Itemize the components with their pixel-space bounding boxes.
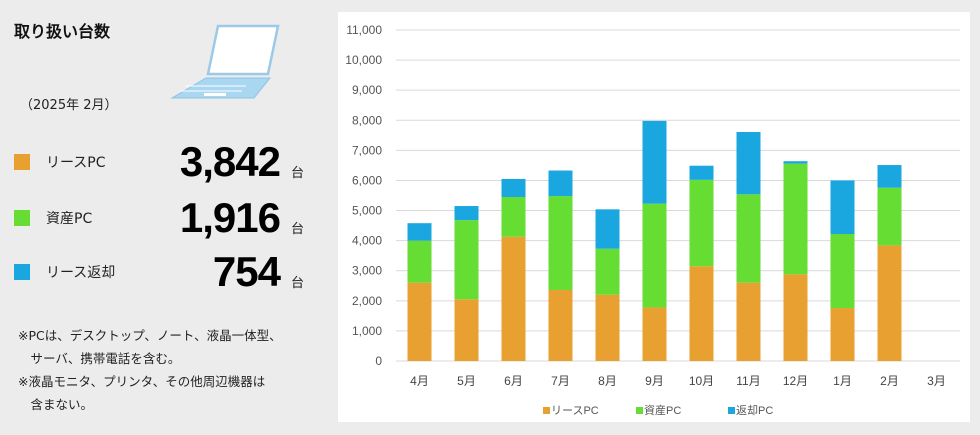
stat-lease-pc: リースPC 3,842 台 [14, 138, 314, 188]
bar-segment [830, 234, 855, 309]
asset-pc-swatch [14, 210, 30, 226]
bar-segment [877, 245, 902, 361]
bar-segment [689, 165, 714, 180]
legend-label: リースPC [551, 405, 599, 417]
bar-segment [877, 187, 902, 246]
y-tick-label: 2,000 [352, 294, 382, 308]
bar-segment [783, 163, 808, 275]
bar-segment [595, 294, 620, 361]
y-tick-label: 10,000 [345, 53, 382, 67]
y-tick-label: 7,000 [352, 143, 382, 157]
chart-area: 0 1,000 2,000 3,000 4,000 5,000 6,000 7,000 8,00… [338, 12, 970, 422]
bar-segment [548, 196, 573, 290]
bar-segment [548, 170, 573, 197]
x-tick-label: 5月 [457, 374, 476, 388]
x-tick-label: 12月 [783, 374, 808, 388]
bar-segment [407, 240, 432, 283]
bar-segment [407, 282, 432, 361]
y-tick-label: 0 [375, 354, 382, 368]
summary-panel: 取り扱い台数 （2025年 2月） リースPC 3,842 台 資産PC 1,9… [0, 0, 330, 435]
bar-segment [783, 274, 808, 361]
y-tick-label: 8,000 [352, 113, 382, 127]
bar-segment [642, 120, 667, 204]
y-tick-label: 6,000 [352, 173, 382, 187]
x-tick-label: 11月 [736, 374, 760, 388]
y-tick-label: 11,000 [346, 23, 382, 37]
x-tick-label: 6月 [504, 374, 523, 388]
bar-segment [407, 223, 432, 241]
bar-segment [830, 308, 855, 361]
laptop-icon [170, 24, 280, 99]
lease-return-swatch [14, 264, 30, 280]
bar-segment [689, 266, 714, 361]
note-line: 含まない。 [18, 397, 94, 412]
x-tick-label: 2月 [880, 374, 899, 388]
y-tick-label: 1,000 [352, 324, 382, 338]
bar-segment [454, 206, 479, 221]
stat-value: 754 [212, 248, 281, 295]
period-label: （2025年 2月） [20, 98, 118, 113]
note-line: ※PCは、デスクトップ、ノート、液晶一体型、 [18, 328, 282, 343]
stat-label: リースPC [46, 155, 106, 171]
bar-segment [783, 161, 808, 164]
lease-pc-swatch [14, 154, 30, 170]
y-tick-label: 4,000 [352, 234, 382, 248]
bar-segment [830, 180, 855, 235]
bar-segment [501, 236, 526, 361]
stat-unit: 台 [290, 222, 304, 237]
stat-asset-pc: 資産PC 1,916 台 [14, 194, 314, 244]
bar-segment [642, 307, 667, 361]
note-line: ※液晶モニタ、プリンタ、その他周辺機器は [18, 374, 266, 389]
x-tick-label: 10月 [689, 374, 714, 388]
stat-value: 3,842 [179, 138, 281, 185]
bar-segment [501, 197, 526, 237]
bar-segment [454, 299, 479, 361]
legend-swatch [728, 407, 735, 414]
x-tick-label: 4月 [410, 374, 429, 388]
x-tick-label: 8月 [598, 374, 617, 388]
stacked-bar-chart: 0 1,000 2,000 3,000 4,000 5,000 6,000 7,000 8,00… [345, 23, 960, 417]
stat-label: リース返却 [46, 265, 116, 281]
stat-unit: 台 [290, 276, 304, 291]
stat-unit: 台 [290, 166, 304, 181]
bar-segment [595, 248, 620, 295]
bar-segment [454, 220, 479, 300]
bar-segment [736, 282, 761, 361]
stat-value: 1,916 [179, 194, 281, 241]
legend-label: 資産PC [644, 404, 681, 417]
y-tick-label: 9,000 [352, 83, 382, 97]
legend-swatch [636, 407, 643, 414]
bar-segment [595, 209, 620, 249]
x-tick-label: 9月 [645, 374, 664, 388]
y-tick-label: 5,000 [352, 204, 382, 218]
stat-lease-return: リース返却 754 台 [14, 248, 314, 298]
x-tick-label: 7月 [551, 374, 570, 388]
bar-segment [877, 165, 902, 188]
x-tick-label: 3月 [927, 374, 946, 388]
bar-segment [736, 194, 761, 283]
summary-title: 取り扱い台数 [14, 22, 111, 41]
stat-label: 資産PC [46, 211, 93, 227]
bar-segment [642, 203, 667, 308]
bar-segment [689, 179, 714, 267]
x-tick-label: 1月 [833, 374, 852, 388]
bar-segment [548, 289, 573, 361]
bar-segment [501, 178, 526, 198]
legend-swatch [543, 407, 550, 414]
y-tick-label: 3,000 [352, 264, 382, 278]
note-line: サーバ、携帯電話を含む。 [18, 351, 181, 366]
bar-segment [736, 132, 761, 195]
legend-label: 返却PC [736, 404, 773, 417]
